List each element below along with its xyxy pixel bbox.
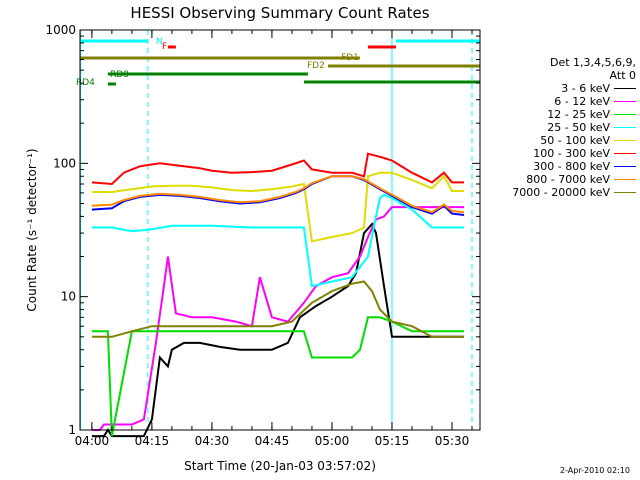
legend-swatch xyxy=(614,179,636,180)
legend-item: 7000 - 20000 keV xyxy=(486,186,636,199)
mode-bar-1 xyxy=(395,39,480,43)
legend-header-2: Att 0 xyxy=(609,69,636,82)
marker-label-5: RD4 xyxy=(76,78,95,88)
marker-label-0: N xyxy=(156,37,163,47)
series-line-2 xyxy=(91,316,464,437)
mode-bar-7 xyxy=(359,80,480,84)
legend-swatch xyxy=(614,140,636,141)
series-line-3 xyxy=(91,193,464,288)
x-tick-label-5: 05:15 xyxy=(375,434,410,448)
marker-label-2: FD1 xyxy=(341,53,359,63)
y-tick-label-2: 100 xyxy=(53,156,76,170)
mode-bar-6 xyxy=(107,72,308,76)
legend-label: 100 - 300 keV xyxy=(533,147,610,160)
series-layer xyxy=(91,152,465,438)
x-tick-label-0: 04:00 xyxy=(75,434,110,448)
legend-swatch xyxy=(614,88,636,89)
x-tick-label-6: 05:30 xyxy=(435,434,470,448)
legend-swatch xyxy=(614,166,636,167)
legend-label: 800 - 7000 keV xyxy=(526,173,610,186)
legend-label: 50 - 100 keV xyxy=(540,134,610,147)
series-line-8 xyxy=(91,280,464,338)
mode-bar-3 xyxy=(367,45,396,49)
x-tick-label-3: 04:45 xyxy=(255,434,290,448)
legend-item: 50 - 100 keV xyxy=(486,134,636,147)
legend-item: 25 - 50 keV xyxy=(486,121,636,134)
legend-swatch xyxy=(614,101,636,102)
x-axis-label: Start Time (20-Jan-03 03:57:02) xyxy=(184,459,376,473)
legend-swatch xyxy=(614,192,636,193)
legend-swatch xyxy=(614,114,636,115)
plot-frame xyxy=(79,29,481,431)
legend: Det 1,3,4,5,6,9, Att 0 3 - 6 keV 6 - 12 k… xyxy=(486,56,636,199)
legend-item: 3 - 6 keV xyxy=(486,82,636,95)
legend-item: 800 - 7000 keV xyxy=(486,173,636,186)
legend-header-1: Det 1,3,4,5,6,9, xyxy=(549,56,636,69)
marker-label-4: RD8 xyxy=(110,70,129,80)
legend-swatch xyxy=(614,127,636,128)
legend-item: 12 - 25 keV xyxy=(486,108,636,121)
legend-label: 3 - 6 keV xyxy=(561,82,610,95)
mode-bar-9 xyxy=(107,82,116,86)
legend-item: 300 - 800 keV xyxy=(486,160,636,173)
series-line-4 xyxy=(91,171,464,243)
legend-label: 12 - 25 keV xyxy=(547,108,610,121)
y-tick-label-1: 10 xyxy=(61,290,76,304)
marker-label-3: FD2 xyxy=(307,61,325,71)
legend-label: 7000 - 20000 keV xyxy=(512,186,610,199)
legend-item: 100 - 300 keV xyxy=(486,147,636,160)
mode-bar-0 xyxy=(80,39,148,43)
mode-bar-2 xyxy=(167,45,176,49)
series-line-0 xyxy=(91,222,464,438)
y-axis-label: Count Rate (s⁻¹ detector⁻¹) xyxy=(25,148,39,311)
y-tick-label-3: 1000 xyxy=(45,23,76,37)
series-line-5 xyxy=(91,152,464,186)
series-line-7 xyxy=(91,175,465,214)
x-tick-label-4: 05:00 xyxy=(315,434,350,448)
y-tick-label-0: 1 xyxy=(68,423,76,437)
x-tick-label-1: 04:15 xyxy=(135,434,170,448)
marker-label-1: F xyxy=(162,42,167,52)
legend-label: 25 - 50 keV xyxy=(547,121,610,134)
x-tick-label-2: 04:30 xyxy=(195,434,230,448)
legend-item: 6 - 12 keV xyxy=(486,95,636,108)
chart-title: HESSI Observing Summary Count Rates xyxy=(130,4,429,22)
mode-bar-4 xyxy=(80,56,360,60)
legend-label: 300 - 800 keV xyxy=(533,160,610,173)
mode-bar-8 xyxy=(303,80,364,84)
legend-swatch xyxy=(614,153,636,154)
mode-bar-5 xyxy=(327,64,480,68)
series-line-1 xyxy=(91,206,464,431)
timestamp-label: 2-Apr-2010 02:10 xyxy=(560,466,630,475)
legend-label: 6 - 12 keV xyxy=(554,95,610,108)
